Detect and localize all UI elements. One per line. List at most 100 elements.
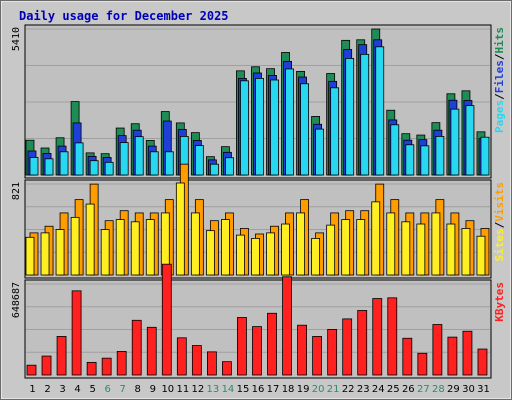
bar-pages-day-16 [255,77,264,176]
legend-entry-sites: Sites [493,228,506,261]
x-tick-day-12: 12 [192,384,205,395]
bar-kbytes-day-15 [237,317,247,376]
bar-kbytes-day-21 [327,329,338,376]
x-tick-day-8: 8 [135,384,141,395]
legend-entry-visits: Visits [493,182,506,222]
bar-pages-day-13 [209,163,219,176]
bar-kbytes-day-29 [447,336,458,376]
bar-sites-day-5 [85,203,95,276]
bar-sites-day-3 [55,229,65,276]
panel-visits-sites: 821 Sites/Visits [11,163,506,279]
bar-kbytes-day-8 [131,319,142,376]
x-tick-day-9: 9 [150,384,156,395]
bar-kbytes-day-5 [86,361,97,376]
legend-entry-pages: Pages [493,100,506,133]
chart-title: Daily usage for December 2025 [19,9,229,23]
x-tick-day-15: 15 [237,384,250,395]
x-tick-day-5: 5 [89,384,95,395]
x-tick-day-7: 7 [120,384,126,395]
bar-pages-day-30 [465,105,475,176]
bar-pages-day-21 [330,87,340,176]
bar-pages-day-22 [345,58,355,176]
bar-sites-day-8 [130,221,140,276]
x-tick-day-14: 14 [222,384,235,395]
bar-pages-day-5 [89,160,99,176]
bar-pages-day-10 [164,151,174,176]
x-tick-day-13: 13 [207,384,220,395]
bar-pages-day-9 [149,151,159,176]
legend-separator: / [493,53,506,60]
bar-sites-day-21 [326,224,336,276]
bar-sites-day-22 [341,219,351,276]
bar-pages-day-18 [285,68,294,176]
chart-panels: 5410Pages/Files/Hits821Sites/Visits64868… [11,24,506,379]
bar-pages-day-31 [480,136,490,176]
bar-pages-day-28 [435,136,445,176]
bar-pages-day-1 [29,157,39,176]
bar-kbytes-day-23 [357,310,368,376]
bar-kbytes-day-4 [71,290,82,376]
legend-hits-files-pages: Pages/Files/Hits [493,27,506,133]
x-tick-day-21: 21 [327,384,340,395]
bar-kbytes-day-16 [252,326,262,376]
bar-kbytes-day-9 [146,326,157,376]
bar-pages-day-12 [194,145,204,176]
y-axis-max-label: 5410 [11,27,22,51]
x-tick-day-26: 26 [402,384,415,395]
bar-sites-day-13 [205,230,215,276]
bar-kbytes-day-11 [176,337,187,376]
bar-pages-day-19 [300,83,309,176]
bar-sites-day-19 [296,212,305,276]
bar-pages-day-2 [44,158,54,176]
bar-sites-day-14 [221,219,230,276]
x-tick-day-6: 6 [104,384,110,395]
bar-kbytes-day-31 [477,348,488,376]
bar-kbytes-day-2 [41,355,52,376]
bar-sites-day-28 [431,212,441,276]
bar-sites-day-7 [115,219,125,276]
x-tick-day-16: 16 [252,384,265,395]
x-axis-day-ticks: 1 2 3 4 5 6 7 8 9 10 11 12 13 14 15 16 17 18 19 20 21 22 23 24 2… [29,384,490,395]
bar-pages-day-29 [450,108,460,176]
bar-sites-day-17 [266,232,275,276]
bar-kbytes-day-13 [206,351,217,376]
bar-kbytes-day-27 [417,352,428,376]
x-tick-day-19: 19 [297,384,310,395]
x-tick-day-24: 24 [372,384,385,395]
bar-sites-day-18 [281,223,290,276]
bar-sites-day-11 [175,182,185,276]
bar-kbytes-day-6 [101,357,112,376]
x-tick-day-1: 1 [29,384,35,395]
bar-kbytes-day-18 [282,276,292,376]
bar-kbytes-day-14 [222,361,232,376]
bar-pages-day-15 [240,80,249,176]
bar-pages-day-4 [74,142,84,176]
x-tick-day-25: 25 [387,384,400,395]
legend-kbytes: KBytes [493,282,506,322]
bar-sites-day-23 [356,219,366,276]
bar-sites-day-20 [311,238,321,276]
x-tick-day-22: 22 [342,384,355,395]
bar-pages-day-6 [104,161,114,176]
bar-sites-day-4 [70,216,80,276]
bar-sites-day-25 [386,212,396,276]
bar-kbytes-day-30 [462,330,473,376]
bar-pages-day-3 [59,151,69,176]
bar-sites-day-31 [476,235,486,276]
bar-sites-day-16 [251,238,260,276]
x-tick-day-4: 4 [74,384,80,395]
x-tick-day-30: 30 [462,384,475,395]
legend-entry-files: Files [493,60,506,93]
panel-kbytes: 648687 KBytes [11,263,506,379]
bar-sites-day-29 [446,223,456,276]
legend-separator: / [493,221,506,228]
bar-sites-day-9 [145,219,155,276]
svg-text:Pages/Files/Hits: Pages/Files/Hits [493,27,506,133]
bar-sites-day-27 [416,223,426,276]
x-tick-day-10: 10 [161,384,174,395]
bar-kbytes-day-20 [312,336,323,376]
bar-pages-day-7 [119,142,129,176]
y-axis-max-label: 821 [11,182,22,200]
